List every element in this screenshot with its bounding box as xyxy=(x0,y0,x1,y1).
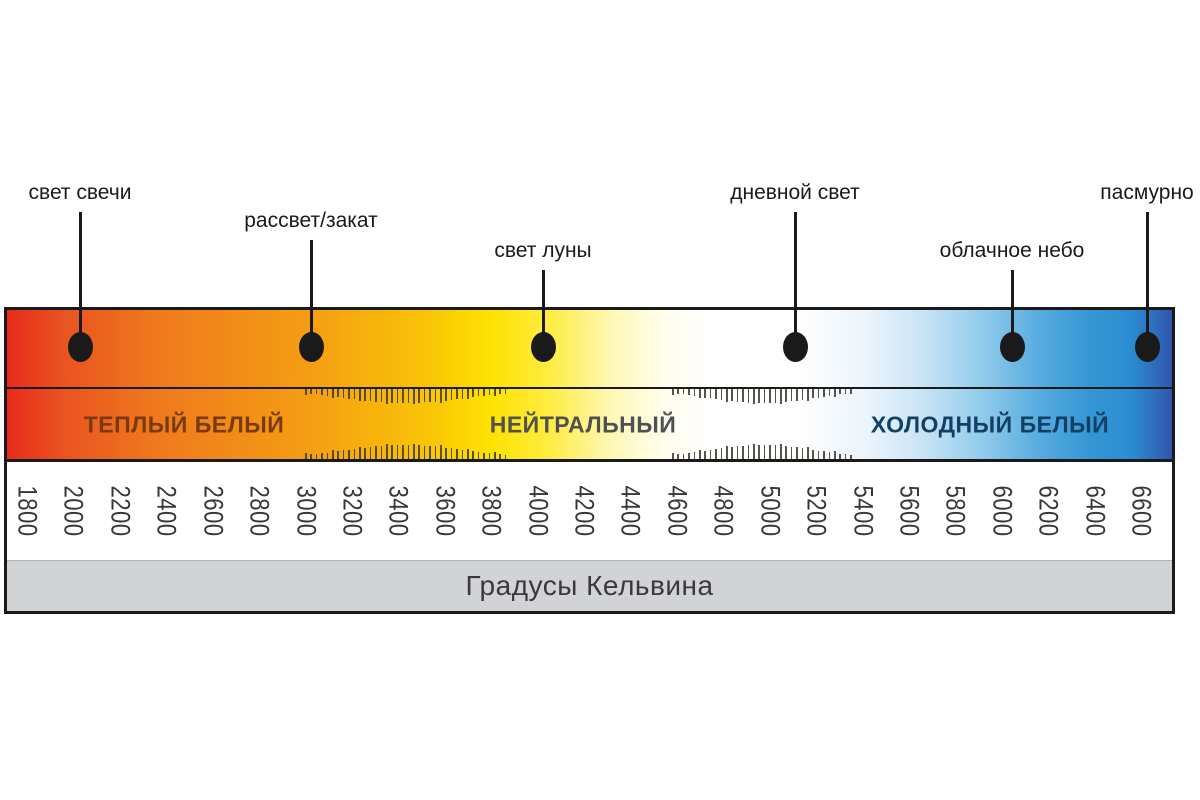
marker-label: облачное небо xyxy=(939,239,1085,262)
kelvin-scale-row xyxy=(7,459,1172,560)
marker-label: свет луны xyxy=(494,239,592,262)
marker-label: свет свечи xyxy=(28,181,132,204)
marker-label: пасмурно xyxy=(1100,181,1194,204)
divider-line xyxy=(7,387,1172,389)
kelvin-caption-bar: Градусы Кельвина xyxy=(7,560,1172,611)
kelvin-caption: Градусы Кельвина xyxy=(465,570,714,601)
marker-label: дневной свет xyxy=(730,181,860,204)
marker-label: рассвет/закат xyxy=(244,209,378,232)
temperature-gradient-bar xyxy=(7,310,1172,459)
kelvin-scale-box: Градусы Кельвина xyxy=(4,307,1175,614)
